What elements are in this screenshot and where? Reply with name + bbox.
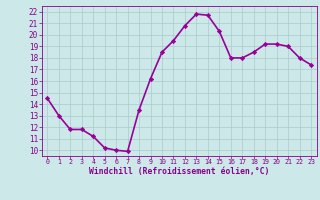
X-axis label: Windchill (Refroidissement éolien,°C): Windchill (Refroidissement éolien,°C) xyxy=(89,167,269,176)
